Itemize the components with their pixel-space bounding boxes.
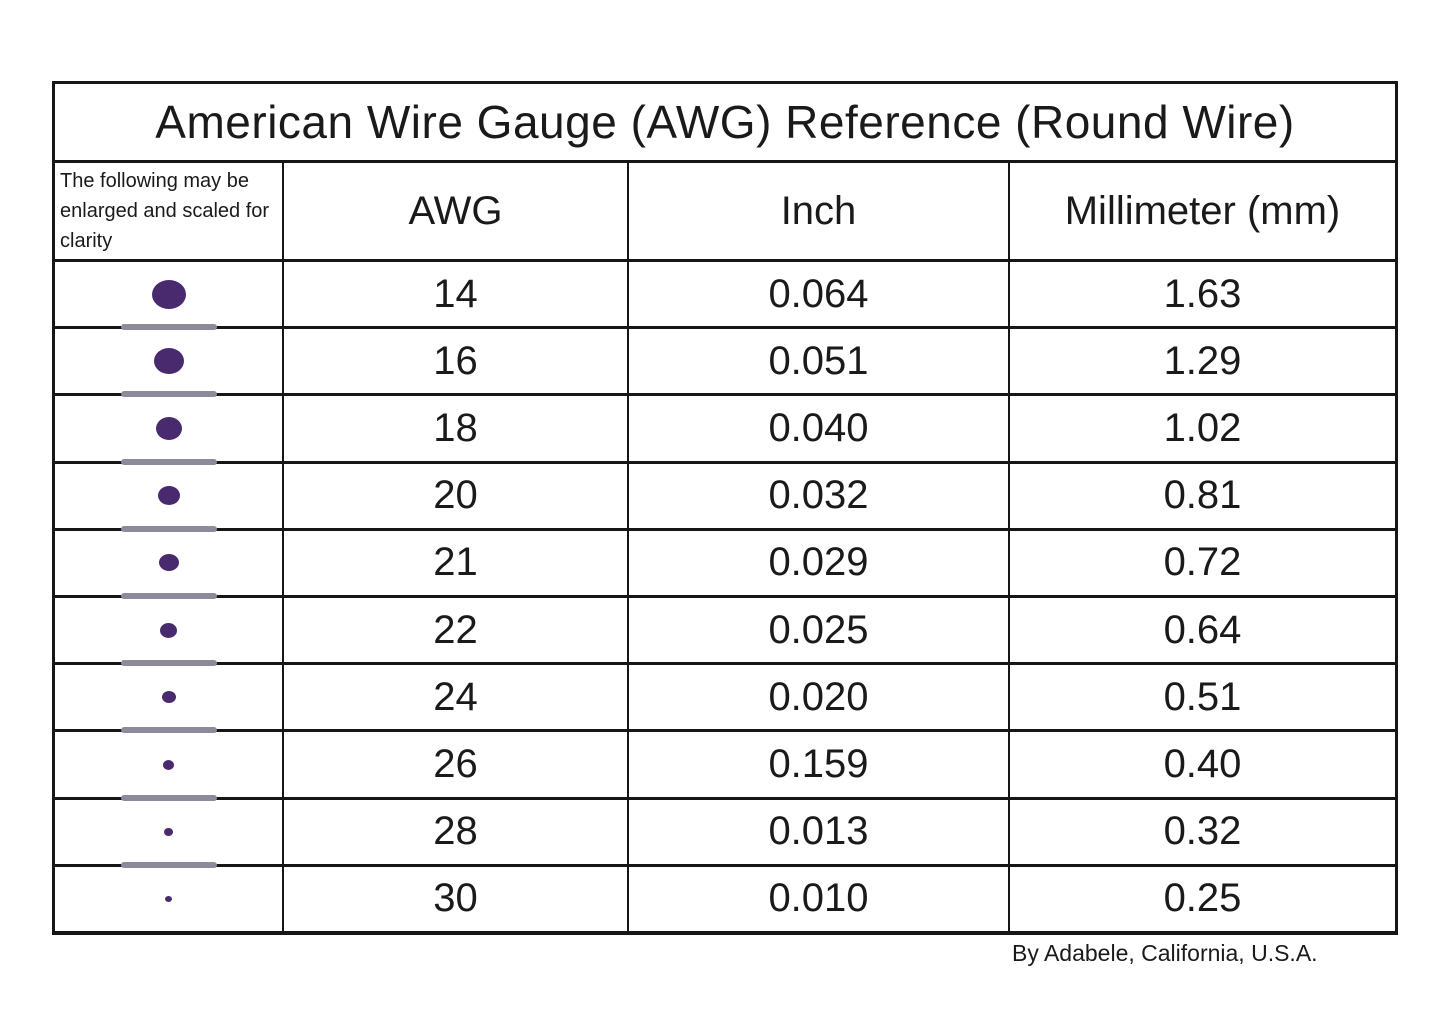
dot-underline [120,525,217,532]
mm-value: 1.02 [1163,406,1242,450]
table-row: 26 0.159 0.40 [55,732,1395,801]
table-row: 18 0.040 1.02 [55,396,1395,465]
inch-value: 0.025 [629,598,1010,663]
note-cell: The following may be enlarged and scaled… [55,163,284,259]
inch-value: 0.013 [629,799,1010,864]
table-row: 30 0.010 0.25 [55,866,1395,932]
dot-underline [120,391,217,398]
mm-value: 0.64 [1163,607,1242,652]
awg-value: 22 [284,598,629,663]
table-title: American Wire Gauge (AWG) Reference (Rou… [55,84,1395,163]
table-row: 28 0.013 0.32 [55,799,1395,868]
wire-size-dot [153,348,184,375]
wire-size-dot [158,554,179,572]
table-row: 14 0.064 1.63 [55,262,1395,331]
inch-value: 0.051 [629,329,1010,394]
awg-value: 26 [284,732,629,797]
wire-size-dot [161,691,176,704]
mm-value: 1.63 [1163,271,1242,316]
table-row: 20 0.032 0.81 [55,463,1395,532]
inch-value: 0.040 [629,396,1010,461]
wire-size-dot [151,279,186,309]
wire-size-dot [155,417,182,440]
wire-size-dot [163,759,174,770]
mm-value: 0.72 [1163,540,1242,585]
wire-size-dot [157,486,180,506]
inch-value: 0.064 [629,262,1010,327]
table-header-row: The following may be enlarged and scaled… [55,163,1395,262]
mm-value: 1.29 [1163,338,1242,383]
wire-size-dot-cell [55,665,284,734]
column-header-awg: AWG [284,163,629,259]
inch-value: 0.020 [629,665,1010,730]
wire-size-dot-cell [55,866,284,932]
credit-text: By Adabele, California, U.S.A. [1012,940,1318,966]
dot-underline [120,458,217,465]
table-row: 16 0.051 1.29 [55,329,1395,398]
awg-value: 28 [284,799,629,864]
awg-value: 20 [284,463,629,528]
awg-value: 14 [284,262,629,327]
mm-value: 0.40 [1163,742,1242,787]
column-header-inch: Inch [629,163,1010,259]
wire-size-dot-cell [55,262,284,331]
wire-size-dot-cell [55,598,284,667]
dot-underline [120,324,217,331]
wire-size-dot [165,895,172,902]
wire-size-dot-cell [55,732,284,801]
awg-value: 21 [284,530,629,596]
wire-size-dot-cell [55,530,284,600]
column-header-mm: Millimeter (mm) [1064,188,1341,233]
awg-value: 16 [284,329,629,394]
dot-underline [120,660,217,667]
wire-size-dot-cell [55,463,284,532]
inch-value: 0.159 [629,732,1010,797]
awg-value: 18 [284,396,629,461]
inch-value: 0.032 [629,463,1010,528]
awg-value: 30 [284,866,629,932]
mm-value: 0.81 [1163,473,1242,518]
awg-reference-table: American Wire Gauge (AWG) Reference (Rou… [52,81,1398,935]
mm-value: 0.25 [1163,876,1242,921]
wire-size-dot-cell [55,396,284,465]
table-row: 24 0.020 0.51 [55,665,1395,734]
dot-underline [120,861,217,868]
dot-underline [120,794,217,801]
table-row: 21 0.029 0.72 [55,530,1395,600]
wire-size-dot-cell [55,799,284,868]
dot-underline [120,727,217,734]
mm-value: 0.51 [1163,674,1242,719]
inch-value: 0.029 [629,530,1010,596]
mm-value: 0.32 [1163,809,1242,854]
wire-size-dot-cell [55,329,284,398]
table-row: 22 0.025 0.64 [55,598,1395,667]
inch-value: 0.010 [629,866,1010,932]
awg-value: 24 [284,665,629,730]
wire-size-dot [164,827,173,836]
dot-underline [120,593,217,600]
wire-size-dot [160,622,177,638]
